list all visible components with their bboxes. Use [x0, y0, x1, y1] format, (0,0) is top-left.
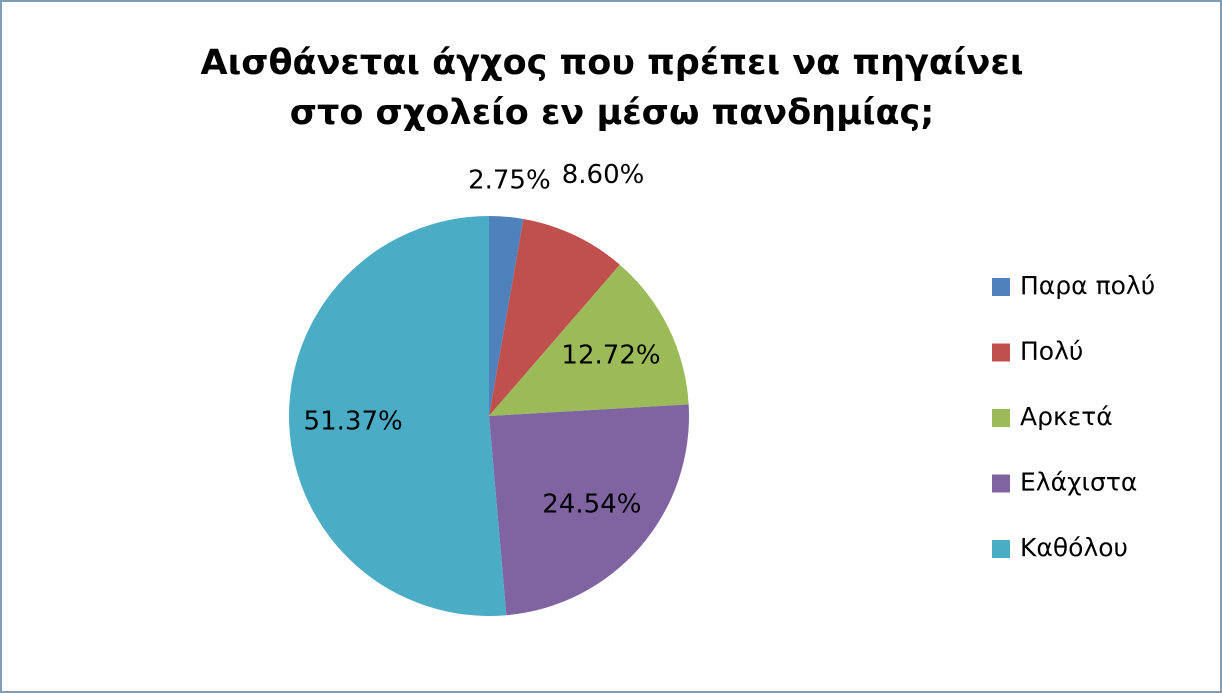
pie-slice: [489, 218, 620, 416]
pie-slice: [489, 216, 524, 416]
legend-label: Παρα πολύ: [1020, 271, 1155, 300]
legend-swatch: [992, 540, 1010, 558]
data-label: 24.54%: [542, 489, 641, 519]
legend-label: Ελάχιστα: [1020, 468, 1137, 497]
legend-swatch: [992, 278, 1010, 296]
legend-swatch: [992, 474, 1010, 493]
legend-label: Αρκετά: [1020, 402, 1113, 431]
data-label: 12.72%: [561, 340, 660, 370]
data-label: 51.37%: [304, 406, 403, 436]
legend-label: Πολύ: [1020, 337, 1083, 366]
legend-label: Καθόλου: [1020, 533, 1128, 562]
data-label: 8.60%: [562, 160, 645, 190]
pie-slice: [489, 404, 689, 616]
chart-title: Αισθάνεται άγχος που πρέπει να πηγαίνει …: [200, 43, 1024, 133]
pie-slice: [289, 216, 507, 616]
data-label: 2.75%: [468, 165, 551, 195]
pie-slice: [489, 264, 689, 416]
legend-swatch: [992, 343, 1010, 362]
legend-swatch: [992, 409, 1010, 427]
